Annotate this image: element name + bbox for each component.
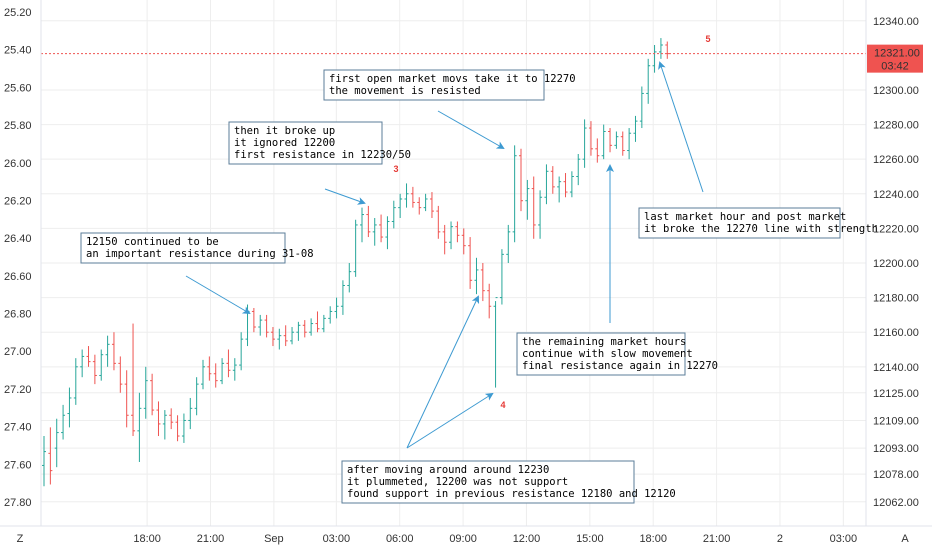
time-axis-tick-label: 21:00 — [703, 533, 731, 545]
left-axis-tick-label: 25.20 — [4, 7, 32, 19]
time-axis-tick-label: 21:00 — [197, 533, 225, 545]
left-axis-tick-label: 27.40 — [4, 422, 32, 434]
annotation-frame — [323, 69, 545, 101]
right-axis-tick-label: 12125.00 — [873, 388, 919, 400]
time-axis-tick-label: 09:00 — [449, 533, 477, 545]
annotation-line: found support in previous resistance 121… — [347, 488, 676, 500]
left-axis-tick-label: 26.80 — [4, 309, 32, 321]
time-axis-tick-label: 06:00 — [386, 533, 414, 545]
time-axis-tick-label: 03:00 — [830, 533, 858, 545]
right-axis-tick-label: 12240.00 — [873, 189, 919, 201]
right-axis-tick-label: 12078.00 — [873, 469, 919, 481]
current-price-label: 12321.00 — [874, 48, 920, 60]
annotation-line: after moving around around 12230 — [347, 464, 549, 476]
right-axis-tick-label: 12300.00 — [873, 85, 919, 97]
time-axis-tick-label: Sep — [264, 533, 284, 545]
annotation-box-a3: first open market movs take it to 12270t… — [323, 69, 576, 101]
wave-markers: 3 4 5 — [393, 34, 710, 410]
annotation-line: the movement is resisted — [329, 85, 481, 97]
annotation-arrows — [185, 61, 704, 449]
left-axis-tick-label: 25.40 — [4, 45, 32, 57]
log-scale-toggle: Z — [17, 533, 24, 545]
current-price-badge — [867, 44, 923, 73]
annotation-line: it ignored 12200 — [234, 137, 335, 149]
time-axis-tick-label: 12:00 — [513, 533, 541, 545]
wave-marker-4: 4 — [500, 400, 505, 410]
annotation-line: first open market movs take it to 12270 — [329, 73, 576, 85]
right-axis-tick-label: 12200.00 — [873, 258, 919, 270]
right-axis-tick-label: 12109.00 — [873, 415, 919, 427]
annotation-line: an important resistance during 31-08 — [86, 248, 314, 260]
time-axis-tick-label: 15:00 — [576, 533, 604, 545]
left-axis-tick-label: 27.00 — [4, 346, 32, 358]
annotation-frame — [228, 121, 383, 165]
left-axis-tick-label: 26.00 — [4, 158, 32, 170]
annotation-arrow — [324, 188, 366, 205]
annotation-line: the remaining market hours — [522, 336, 686, 348]
right-axis-tick-label: 12062.00 — [873, 497, 919, 509]
right-axis-tick-label: 12180.00 — [873, 293, 919, 305]
wave-marker-5: 5 — [705, 34, 710, 44]
wave-marker-3: 3 — [393, 164, 398, 174]
annotation-line: then it broke up — [234, 125, 335, 137]
right-axis-tick-label: 12140.00 — [873, 362, 919, 374]
annotation-arrow — [185, 275, 251, 315]
annotation-line: 12150 continued to be — [86, 236, 219, 248]
left-axis-tick-label: 25.80 — [4, 120, 32, 132]
right-axis-tick-label: 12220.00 — [873, 223, 919, 235]
time-axis-tick-label: 03:00 — [323, 533, 351, 545]
left-axis-tick-label: 25.60 — [4, 82, 32, 94]
left-axis-tick-label: 26.20 — [4, 195, 32, 207]
right-axis-tick-label: 12280.00 — [873, 120, 919, 132]
annotation-frame — [341, 460, 635, 504]
bar-countdown-label: 03:42 — [881, 61, 909, 73]
auto-scale-toggle: A — [901, 533, 909, 545]
annotation-frame — [638, 207, 841, 239]
annotation-frame — [80, 232, 286, 264]
left-axis-tick-label: 26.40 — [4, 233, 32, 245]
right-axis-tick-label: 12340.00 — [873, 16, 919, 28]
time-axis-tick-label: 18:00 — [639, 533, 667, 545]
left-axis-tick-label: 27.60 — [4, 459, 32, 471]
annotation-line: last market hour and post market — [644, 211, 846, 223]
right-price-axis[interactable]: 12340.00 12300.00 12280.00 12260.00 12240.00… — [865, 0, 923, 526]
annotation-frame — [516, 332, 686, 376]
annotation-arrow — [437, 110, 505, 149]
right-axis-tick-label: 12160.00 — [873, 327, 919, 339]
annotation-line: first resistance in 12230/50 — [234, 149, 411, 161]
right-axis-tick-label: 12260.00 — [873, 154, 919, 166]
time-axis-tick-label: 2 — [777, 533, 783, 545]
annotation-arrow — [406, 295, 480, 449]
annotation-line: it broke the 12270 line with strength — [644, 223, 878, 235]
left-price-axis[interactable]: 25.20 25.40 25.60 25.80 26.00 26.20 26.40 26.60… — [4, 0, 42, 526]
left-axis-tick-label: 27.20 — [4, 384, 32, 396]
annotation-line: continue with slow movement — [522, 348, 693, 360]
right-axis-tick-label: 12093.00 — [873, 443, 919, 455]
time-axis-tick-label: 18:00 — [133, 533, 161, 545]
annotation-line: it plummeted, 12200 was not support — [347, 476, 568, 488]
annotation-arrow — [406, 392, 494, 449]
candles-layer — [42, 38, 670, 487]
left-axis-tick-label: 27.80 — [4, 497, 32, 509]
time-axis[interactable]: 18:00 21:00 Sep 03:00 06:00 09:00 12:00 15:00 18… — [0, 525, 932, 545]
annotation-arrow — [658, 61, 704, 193]
annotation-line: final resistance again in 12270 — [522, 360, 718, 372]
left-axis-tick-label: 26.60 — [4, 271, 32, 283]
